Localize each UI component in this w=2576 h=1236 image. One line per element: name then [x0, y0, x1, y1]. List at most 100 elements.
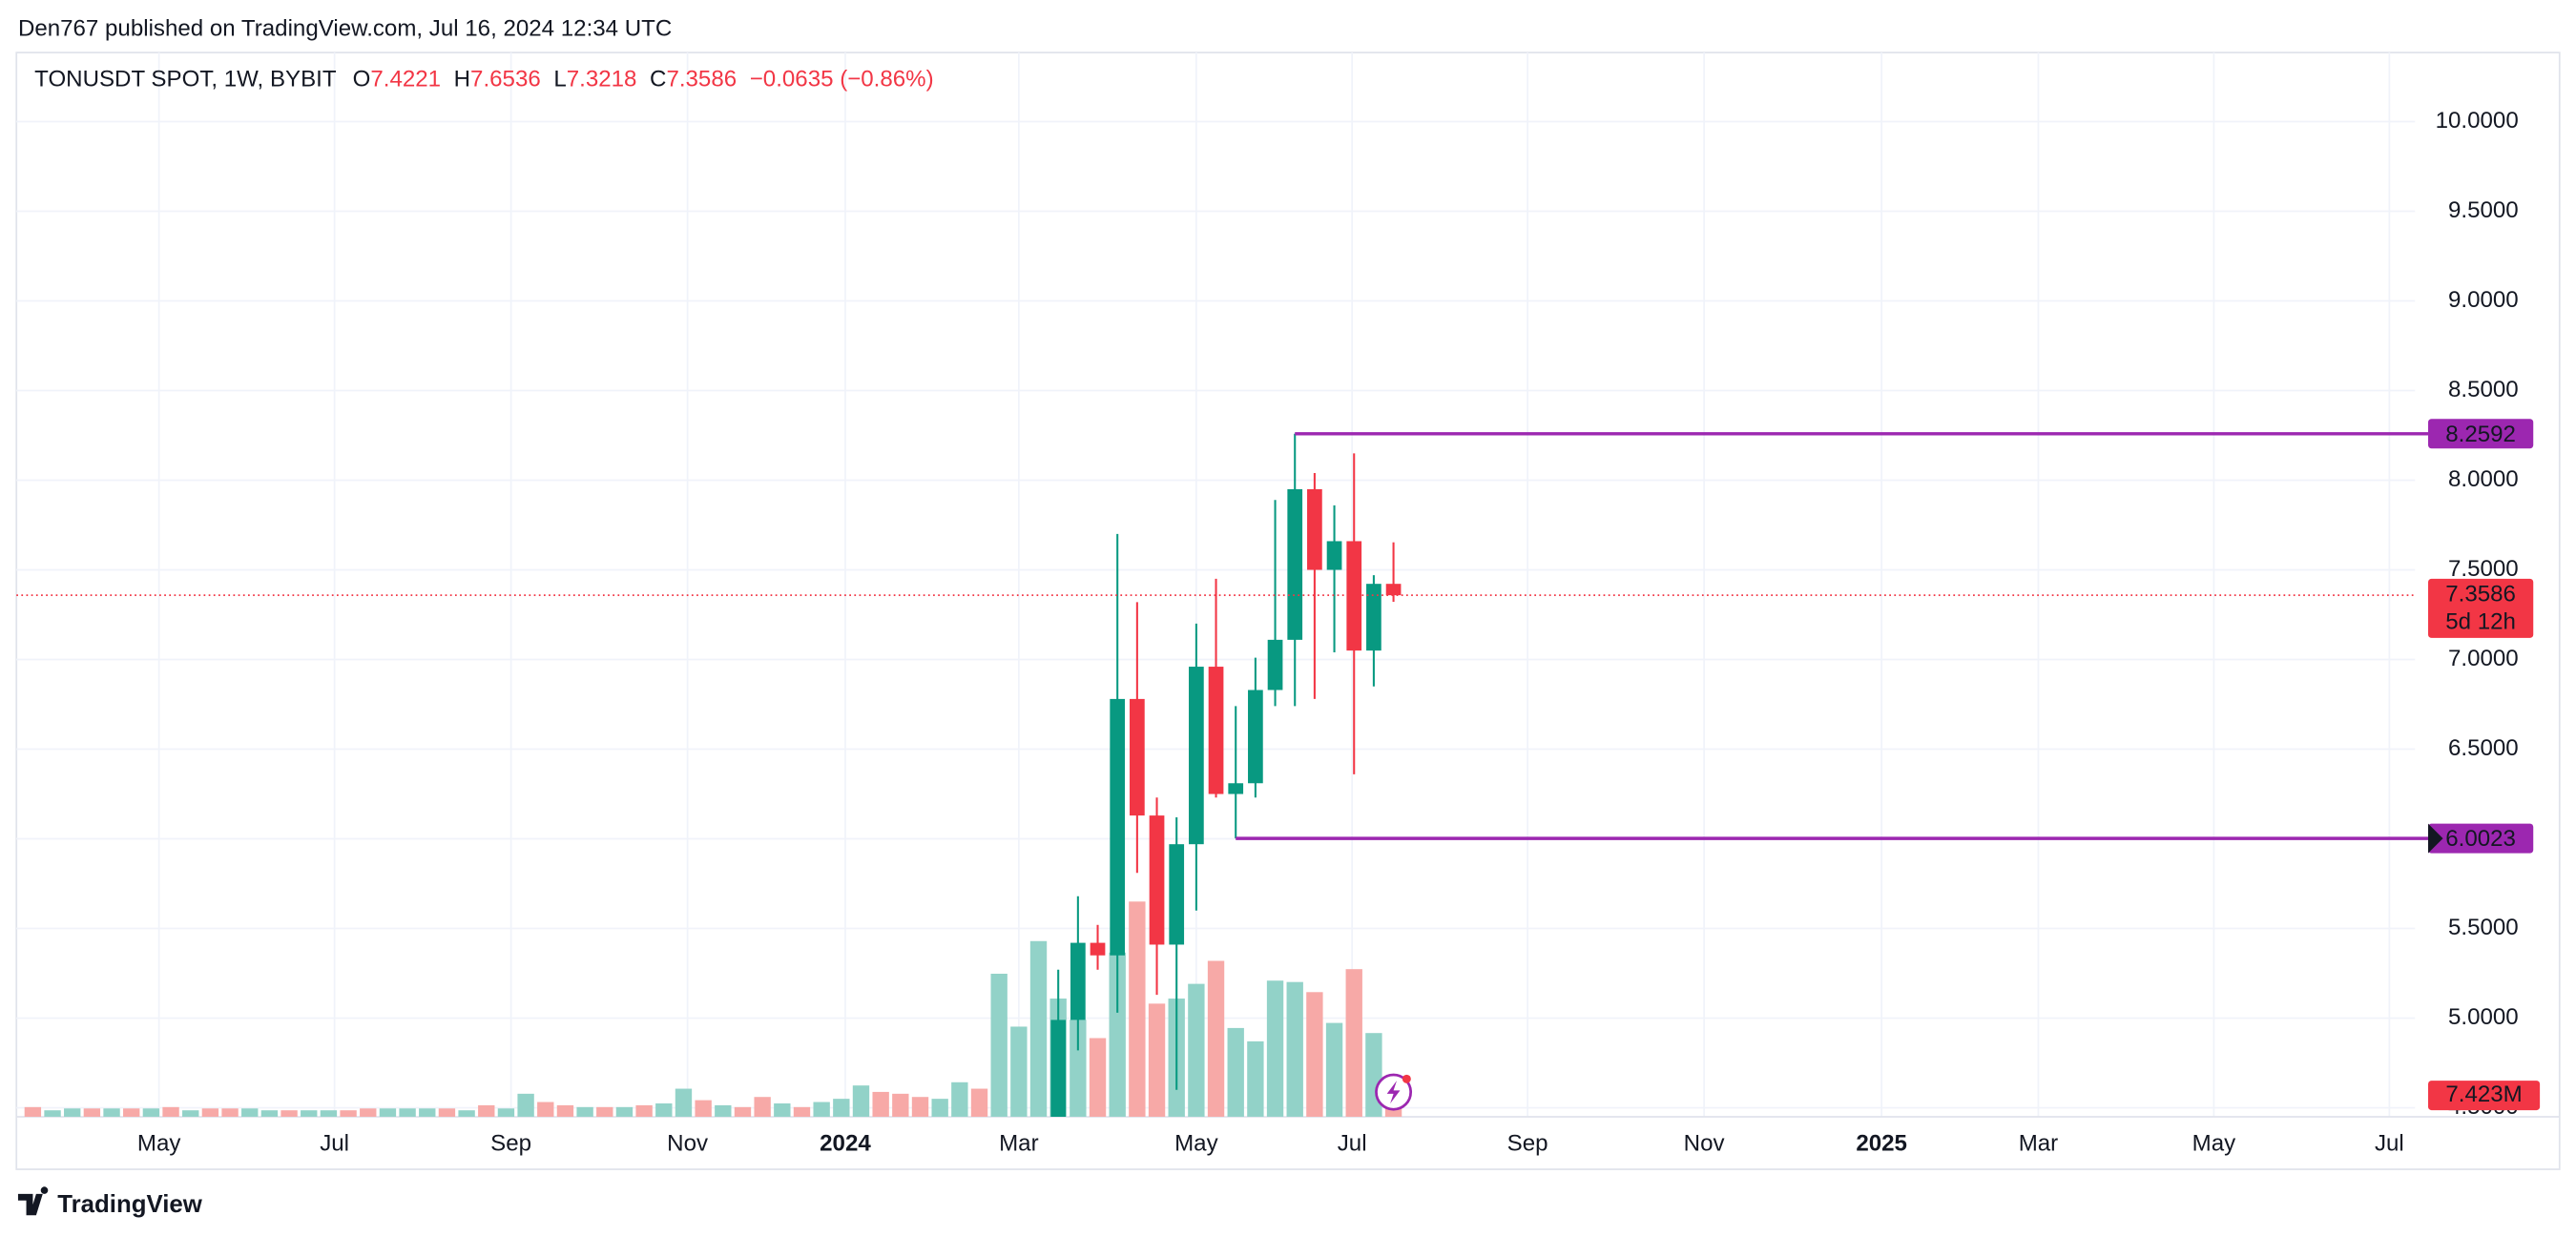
y-tick-label: 9.5000: [2448, 197, 2519, 223]
x-tick-label: Jul: [320, 1131, 349, 1157]
volume-bar: [970, 1088, 988, 1117]
lightning-icon: [1375, 1073, 1413, 1111]
volume-bar: [458, 1110, 475, 1117]
icon-dot: [1402, 1074, 1411, 1083]
low-value: 7.3218: [567, 67, 637, 93]
y-tick-label: 9.0000: [2448, 287, 2519, 313]
x-tick-label: Jul: [1338, 1131, 1367, 1157]
x-tick-label: Mar: [2019, 1131, 2059, 1157]
volume-bar: [260, 1110, 279, 1117]
candle-body: [1385, 584, 1402, 596]
volume-bar: [64, 1108, 81, 1117]
x-tick-label: Sep: [1507, 1131, 1548, 1157]
volume-bar: [596, 1106, 613, 1117]
y-tick-label: 6.5000: [2448, 735, 2519, 761]
volume-bar: [280, 1110, 298, 1117]
volume-bar: [615, 1106, 634, 1117]
volume-bar: [241, 1108, 259, 1117]
y-tick-label: 8.5000: [2448, 377, 2519, 402]
volume-bar: [1148, 1003, 1166, 1117]
volume-bar: [1129, 901, 1146, 1117]
x-tick-label: Nov: [667, 1131, 708, 1157]
volume-tag: [2428, 1081, 2541, 1111]
y-tick-label: 5.0000: [2448, 1004, 2519, 1030]
volume-bar: [1227, 1027, 1244, 1117]
volume-bar: [774, 1102, 791, 1117]
volume-bar: [556, 1104, 574, 1117]
volume-bar: [123, 1108, 140, 1117]
volume-bar: [497, 1108, 515, 1117]
volume-bar: [813, 1102, 830, 1117]
y-tick-label: 5.5000: [2448, 915, 2519, 940]
volume-bar: [142, 1108, 160, 1117]
volume-bar: [931, 1099, 948, 1117]
ohlc-legend: TONUSDT SPOT, 1W, BYBIT O7.4221 H7.6536 …: [34, 67, 933, 93]
last-price-tag: [2428, 578, 2534, 638]
volume-bar: [695, 1100, 712, 1117]
candle-body: [1130, 698, 1145, 816]
level-tag: [2428, 823, 2534, 854]
volume-bar: [44, 1110, 61, 1117]
volume-bar: [438, 1108, 456, 1117]
volume-bar: [1266, 980, 1284, 1117]
volume-bar: [379, 1108, 397, 1117]
y-tick-label: 7.5000: [2448, 556, 2519, 582]
volume-bar: [655, 1102, 673, 1117]
candle-body: [1070, 942, 1086, 1020]
candle-body: [1346, 541, 1362, 651]
volume-bar: [162, 1106, 179, 1117]
y-tick-label: 7.0000: [2448, 646, 2519, 671]
icon-bolt: [1386, 1081, 1401, 1104]
volume-bar: [734, 1106, 752, 1117]
volume-bar: [478, 1104, 495, 1117]
last-price-label: 7.3586: [2445, 581, 2516, 607]
volume-pane: [24, 901, 1402, 1117]
volume-bar: [1247, 1040, 1264, 1117]
close-label: C: [650, 67, 666, 93]
x-tick-label: Nov: [1684, 1131, 1725, 1157]
candle-body: [1110, 698, 1126, 956]
volume-bar: [103, 1108, 120, 1117]
volume-bar: [754, 1097, 771, 1117]
symbol: TONUSDT SPOT, 1W, BYBIT: [34, 67, 337, 93]
volume-bar: [320, 1110, 338, 1117]
open-value: 7.4221: [370, 67, 441, 93]
high-label: H: [454, 67, 470, 93]
low-label: L: [553, 67, 566, 93]
volume-bar: [1345, 969, 1362, 1117]
volume-bar: [911, 1097, 929, 1117]
volume-bar: [576, 1106, 593, 1117]
level-label: 6.0023: [2445, 826, 2516, 852]
candle-body: [1169, 844, 1185, 945]
candle-body: [1208, 667, 1224, 794]
volume-bar: [1089, 1038, 1107, 1117]
candle-body: [1090, 942, 1106, 956]
x-tick-label: May: [137, 1131, 181, 1157]
volume-bar: [951, 1082, 968, 1117]
candle-body: [1189, 667, 1204, 845]
x-tick-label: 2025: [1856, 1131, 1907, 1157]
volume-bar: [1325, 1022, 1343, 1117]
high-value: 7.6536: [470, 67, 541, 93]
y-tick-label: 10.0000: [2436, 108, 2519, 134]
volume-bar: [1286, 981, 1303, 1117]
volume-bar: [340, 1110, 357, 1117]
attribution: Den767 published on TradingView.com, Jul…: [18, 15, 672, 41]
x-tick-label: Mar: [999, 1131, 1039, 1157]
candle-body: [1228, 783, 1244, 794]
x-tick-label: 2024: [820, 1131, 871, 1157]
chart-frame: [15, 52, 2561, 1170]
candle-body: [1326, 541, 1342, 570]
change: −0.0635 (−0.86%): [750, 67, 934, 93]
candle-body: [1267, 639, 1283, 690]
level-arrow: [2428, 823, 2443, 854]
volume-bar: [301, 1110, 318, 1117]
volume-bar: [990, 974, 1008, 1117]
candle-body: [1366, 584, 1381, 651]
volume-bar: [24, 1106, 42, 1117]
volume-bar: [872, 1091, 889, 1117]
volume-bar: [1109, 952, 1126, 1117]
volume-bar: [892, 1093, 909, 1117]
volume-bar: [1070, 1020, 1087, 1117]
